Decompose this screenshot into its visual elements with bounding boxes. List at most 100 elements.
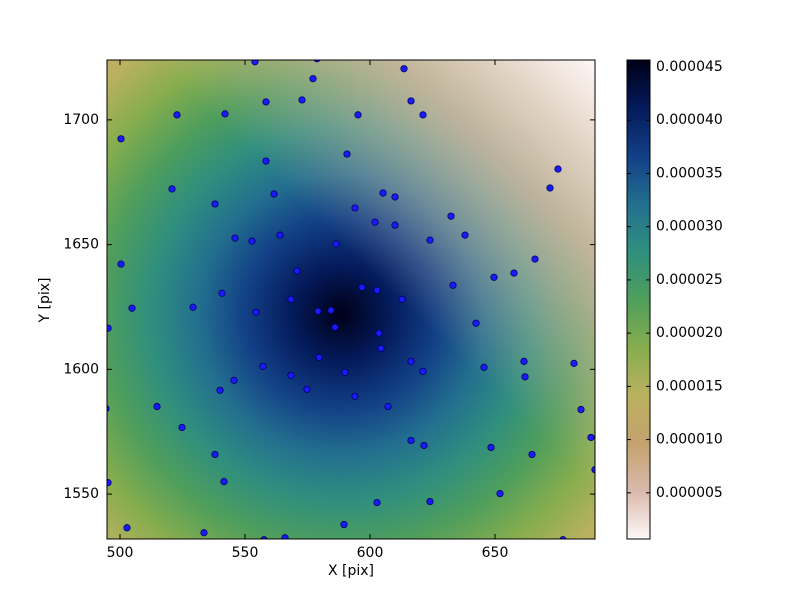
point [251,60,259,66]
point [200,529,208,537]
colorbar-tick-label: 0.000035 [656,165,723,181]
point [570,359,578,367]
point [107,324,112,332]
point [510,269,518,277]
point [314,307,322,315]
point [107,479,112,487]
colorbar-tick-label: 0.000025 [656,272,723,288]
point [391,221,399,229]
point [426,497,434,506]
point [554,165,562,173]
point [128,304,136,312]
point [419,111,427,119]
point [117,260,125,268]
point [520,357,528,365]
point [262,98,270,106]
point [384,402,392,411]
point [303,385,311,393]
x-tick-label: 600 [357,545,384,561]
point [281,534,289,539]
point [354,111,362,119]
colorbar-tick-label: 0.000020 [656,325,723,341]
point [341,368,349,376]
point [220,478,228,486]
point [559,536,567,539]
point [287,295,295,303]
point [461,231,469,239]
point [587,433,595,442]
point [331,323,339,331]
point [252,308,260,316]
colorbar-tick-label: 0.000040 [656,112,723,128]
point [221,110,229,118]
point [577,405,585,414]
point [407,357,415,365]
x-axis-label: X [pix] [328,563,374,579]
point [487,443,495,452]
point [173,111,181,119]
point [407,436,415,445]
point [178,423,186,432]
point [373,498,381,507]
colorbar-tick-label: 0.000010 [656,432,723,448]
point [315,353,323,361]
point [309,75,317,83]
colorbar [626,59,651,540]
x-tick-label: 650 [482,545,509,561]
point [262,157,270,165]
point [293,267,301,275]
point [340,520,348,529]
point [490,273,498,281]
point [496,489,504,498]
point [332,240,340,248]
point [373,286,381,294]
point [351,204,359,212]
point [216,386,224,394]
point [270,190,278,198]
point [375,329,383,337]
point [153,402,161,411]
point [391,193,399,201]
point [343,150,351,158]
point [546,184,554,192]
point [351,392,359,400]
point [248,237,256,245]
point [218,289,226,297]
point [231,234,239,242]
y-tick-label: 1600 [63,361,99,377]
point [400,65,408,73]
point [230,376,238,384]
y-tick-label: 1700 [63,112,99,128]
point [407,97,415,105]
heatmap [107,60,595,539]
point [528,450,536,459]
point [358,283,366,291]
colorbar-tick-label: 0.000045 [656,59,723,75]
y-axis-label: Y [pix] [37,278,53,324]
point [211,200,219,208]
point [168,185,176,193]
point [287,371,295,379]
plot-frame [106,59,596,540]
point [472,319,480,327]
point [377,344,385,352]
x-tick-label: 550 [232,545,259,561]
y-tick-label: 1650 [63,237,99,253]
colorbar-tick-label: 0.000030 [656,219,723,235]
point [531,255,539,263]
point [259,362,267,370]
point [480,363,488,371]
point [449,281,457,289]
point [123,524,131,532]
y-tick-label: 1550 [63,486,99,502]
point [426,236,434,244]
x-tick-label: 500 [107,545,134,561]
point [117,135,125,143]
point [521,373,529,381]
point [371,218,379,226]
point [211,450,219,459]
heatmap-corner [107,60,595,539]
point [260,536,268,539]
point [189,303,197,311]
point [379,189,387,197]
